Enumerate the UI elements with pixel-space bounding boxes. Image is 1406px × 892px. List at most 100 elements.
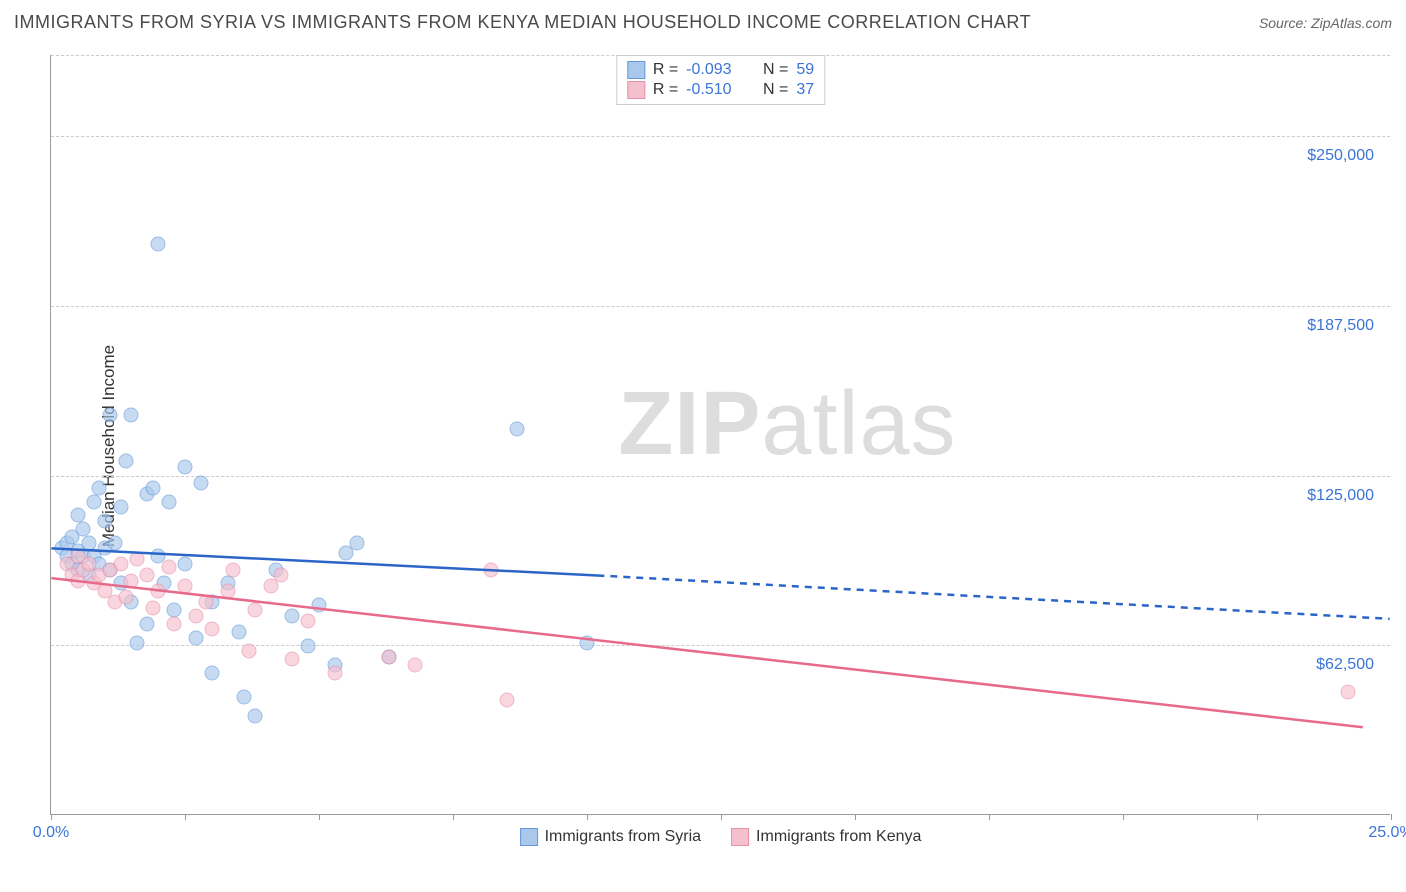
scatter-point (145, 481, 160, 496)
scatter-point (247, 603, 262, 618)
gridline-h (51, 306, 1390, 307)
scatter-point (220, 584, 235, 599)
r-label: R = (653, 81, 678, 99)
scatter-point (119, 454, 134, 469)
series-legend: Immigrants from Syria Immigrants from Ken… (520, 828, 922, 846)
scatter-point (178, 459, 193, 474)
y-tick-label: $187,500 (1307, 317, 1374, 335)
scatter-point (247, 709, 262, 724)
watermark-zip: ZIP (618, 374, 761, 474)
scatter-point (124, 408, 139, 423)
scatter-point (129, 551, 144, 566)
scatter-point (274, 568, 289, 583)
watermark: ZIPatlas (618, 373, 956, 476)
source-prefix: Source: (1259, 15, 1311, 31)
n-value: 37 (796, 81, 814, 99)
legend-swatch (731, 828, 749, 846)
scatter-point (199, 595, 214, 610)
gridline-h (51, 136, 1390, 137)
scatter-point (349, 535, 364, 550)
scatter-point (86, 494, 101, 509)
trendlines-layer (51, 55, 1390, 814)
x-tick (1123, 814, 1124, 820)
source-link[interactable]: ZipAtlas.com (1311, 15, 1392, 31)
scatter-point (231, 625, 246, 640)
scatter-point (92, 481, 107, 496)
scatter-point (483, 562, 498, 577)
x-tick-label: 0.0% (33, 824, 69, 842)
scatter-point (285, 608, 300, 623)
scatter-point (408, 657, 423, 672)
chart-plot-area: ZIPatlas R = -0.093 N = 59R = -0.510 N =… (50, 55, 1390, 815)
x-tick (1391, 814, 1392, 820)
scatter-point (226, 562, 241, 577)
legend-swatch (627, 81, 645, 99)
legend-label: Immigrants from Syria (545, 828, 701, 846)
watermark-atlas: atlas (761, 374, 956, 474)
x-tick (453, 814, 454, 820)
x-tick (721, 814, 722, 820)
n-label: N = (754, 61, 788, 79)
scatter-point (102, 408, 117, 423)
scatter-point (510, 421, 525, 436)
scatter-point (242, 644, 257, 659)
scatter-point (236, 690, 251, 705)
x-tick (185, 814, 186, 820)
scatter-point (140, 617, 155, 632)
scatter-point (119, 589, 134, 604)
y-tick-label: $62,500 (1316, 656, 1374, 674)
source-attribution: Source: ZipAtlas.com (1259, 15, 1392, 31)
x-tick (319, 814, 320, 820)
scatter-point (328, 665, 343, 680)
scatter-point (178, 579, 193, 594)
x-tick (51, 814, 52, 820)
scatter-point (301, 638, 316, 653)
scatter-point (145, 600, 160, 615)
x-tick (989, 814, 990, 820)
y-tick-label: $250,000 (1307, 147, 1374, 165)
scatter-point (108, 535, 123, 550)
scatter-point (151, 584, 166, 599)
scatter-point (204, 622, 219, 637)
n-value: 59 (796, 61, 814, 79)
r-value: -0.093 (686, 61, 746, 79)
x-tick (855, 814, 856, 820)
r-label: R = (653, 61, 678, 79)
legend-stats-row: R = -0.093 N = 59 (627, 60, 814, 80)
legend-swatch (627, 61, 645, 79)
legend-item: Immigrants from Kenya (731, 828, 921, 846)
scatter-point (285, 652, 300, 667)
scatter-point (381, 649, 396, 664)
x-tick (587, 814, 588, 820)
scatter-point (161, 560, 176, 575)
gridline-h (51, 476, 1390, 477)
scatter-point (188, 608, 203, 623)
scatter-point (194, 475, 209, 490)
correlation-legend: R = -0.093 N = 59R = -0.510 N = 37 (616, 55, 825, 105)
chart-title: IMMIGRANTS FROM SYRIA VS IMMIGRANTS FROM… (14, 12, 1031, 33)
scatter-point (204, 665, 219, 680)
scatter-point (1341, 684, 1356, 699)
scatter-point (97, 513, 112, 528)
legend-item: Immigrants from Syria (520, 828, 701, 846)
scatter-point (113, 500, 128, 515)
legend-stats-row: R = -0.510 N = 37 (627, 80, 814, 100)
scatter-point (129, 636, 144, 651)
scatter-point (178, 557, 193, 572)
trendline-syria-dashed (597, 575, 1389, 618)
n-label: N = (754, 81, 788, 99)
scatter-point (188, 630, 203, 645)
r-value: -0.510 (686, 81, 746, 99)
scatter-point (167, 617, 182, 632)
scatter-point (580, 636, 595, 651)
scatter-point (161, 494, 176, 509)
legend-label: Immigrants from Kenya (756, 828, 921, 846)
scatter-point (301, 614, 316, 629)
legend-swatch (520, 828, 538, 846)
scatter-point (312, 598, 327, 613)
x-tick-label: 25.0% (1368, 824, 1406, 842)
x-tick (1257, 814, 1258, 820)
scatter-point (499, 693, 514, 708)
scatter-point (124, 573, 139, 588)
scatter-point (113, 557, 128, 572)
